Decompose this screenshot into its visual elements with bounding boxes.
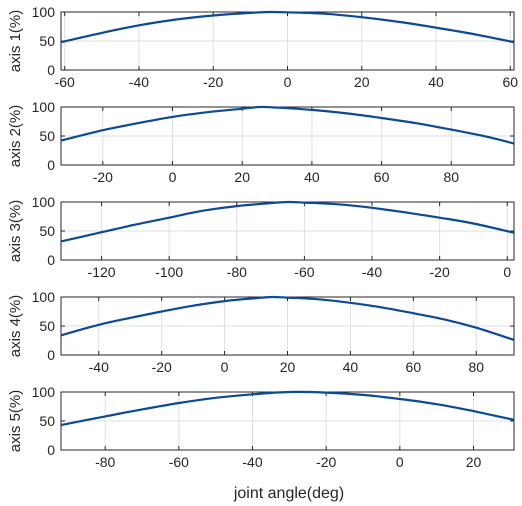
subplot-2: -20 0 20 40 60 80 0 50 100 axis 2(%) bbox=[7, 99, 515, 185]
y-axis-label-4: axis 4(%) bbox=[7, 295, 24, 358]
subplot-4: -40 -20 0 20 40 60 80 0 50 100 axis 4(%) bbox=[7, 289, 515, 375]
x-tick-label: -60 bbox=[294, 264, 314, 280]
x-tick-label: 80 bbox=[443, 169, 459, 185]
x-tick-label: 60 bbox=[406, 359, 422, 375]
series-line-4 bbox=[60, 295, 515, 341]
x-axis-label: joint angle(deg) bbox=[233, 485, 344, 502]
subplots: -60 -40 -20 0 20 40 60 0 50 100 axis 1(%) -20 0 20 40 6… bbox=[7, 4, 518, 470]
x-tick-label: -20 bbox=[316, 454, 336, 470]
subplot-3: -120 -100 -80 -60 -40 -20 0 0 50 100 axis 3(%) bbox=[7, 194, 515, 280]
y-tick-label: 100 bbox=[32, 4, 56, 20]
x-tick-label: 80 bbox=[468, 359, 484, 375]
x-tick-label: -40 bbox=[89, 359, 109, 375]
y-axis-label-5: axis 5(%) bbox=[7, 390, 24, 453]
x-tick-label: 0 bbox=[396, 454, 404, 470]
x-tick-label: -40 bbox=[242, 454, 262, 470]
x-tick-label: -20 bbox=[152, 359, 172, 375]
y-tick-label: 100 bbox=[32, 194, 56, 210]
x-tick-label: 20 bbox=[280, 359, 296, 375]
x-tick-label: 40 bbox=[304, 169, 320, 185]
series-line-1 bbox=[60, 10, 515, 44]
y-tick-label: 0 bbox=[47, 62, 55, 78]
y-tick-label: 0 bbox=[47, 157, 55, 173]
x-tick-label: -20 bbox=[93, 169, 113, 185]
x-tick-label: -40 bbox=[362, 264, 382, 280]
y-tick-label: 100 bbox=[32, 384, 56, 400]
y-tick-label: 50 bbox=[39, 413, 55, 429]
x-tick-label: 0 bbox=[169, 169, 177, 185]
y-tick-label: 50 bbox=[39, 318, 55, 334]
x-tick-label: 20 bbox=[466, 454, 482, 470]
y-tick-label: 0 bbox=[47, 442, 55, 458]
x-tick-label: 60 bbox=[374, 169, 390, 185]
y-tick-label: 100 bbox=[32, 289, 56, 305]
y-axis-label-1: axis 1(%) bbox=[7, 10, 24, 73]
series-line-5 bbox=[60, 390, 515, 427]
x-tick-label: -20 bbox=[430, 264, 450, 280]
x-tick-label: -120 bbox=[88, 264, 116, 280]
x-tick-label: 40 bbox=[428, 74, 444, 90]
x-tick-label: -60 bbox=[55, 74, 75, 90]
series-line-3 bbox=[60, 200, 515, 243]
x-tick-label: -80 bbox=[227, 264, 247, 280]
x-tick-label: 60 bbox=[502, 74, 518, 90]
x-tick-label: 0 bbox=[503, 264, 511, 280]
x-tick-label: 0 bbox=[221, 359, 229, 375]
y-tick-label: 0 bbox=[47, 252, 55, 268]
series-line-2 bbox=[60, 105, 515, 145]
x-tick-label: 20 bbox=[234, 169, 250, 185]
subplot-5: -80 -60 -40 -20 0 20 0 50 100 axis 5(%) bbox=[7, 384, 515, 470]
x-tick-label: -80 bbox=[95, 454, 115, 470]
x-tick-label: 0 bbox=[284, 74, 292, 90]
y-axis-label-2: axis 2(%) bbox=[7, 105, 24, 168]
y-tick-label: 50 bbox=[39, 223, 55, 239]
y-tick-label: 50 bbox=[39, 128, 55, 144]
x-tick-label: -60 bbox=[169, 454, 189, 470]
y-tick-label: 0 bbox=[47, 347, 55, 363]
y-tick-label: 100 bbox=[32, 99, 56, 115]
y-axis-label-3: axis 3(%) bbox=[7, 200, 24, 263]
x-tick-label: -100 bbox=[155, 264, 183, 280]
x-tick-label: -20 bbox=[203, 74, 223, 90]
x-tick-label: -40 bbox=[129, 74, 149, 90]
x-tick-label: 40 bbox=[343, 359, 359, 375]
subplot-1: -60 -40 -20 0 20 40 60 0 50 100 axis 1(%) bbox=[7, 4, 518, 90]
x-tick-label: 20 bbox=[354, 74, 370, 90]
y-tick-label: 50 bbox=[39, 33, 55, 49]
